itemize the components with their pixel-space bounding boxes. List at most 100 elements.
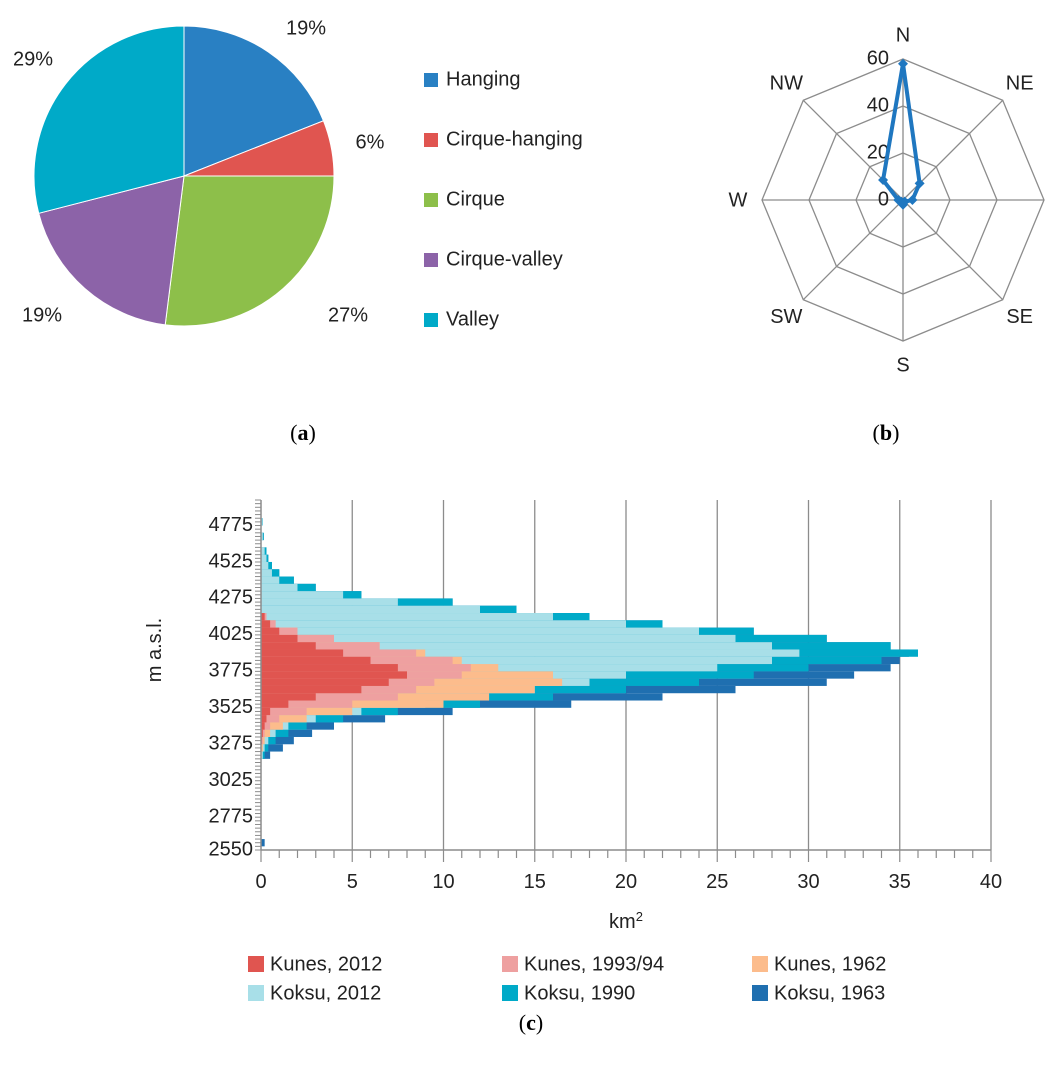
x-tick-label: 35: [889, 871, 911, 893]
legend-label: Cirque: [446, 188, 505, 210]
y-tick-label: 4275: [209, 587, 254, 609]
legend-label: Kunes, 1993/94: [524, 953, 664, 975]
radar-point: [893, 195, 904, 205]
bar-k2012: [261, 627, 280, 635]
x-tick-label: 25: [706, 871, 728, 893]
bar-x2012: [261, 547, 265, 555]
legend-label: Cirque-valley: [446, 248, 563, 270]
bar-k2012: [261, 693, 316, 701]
bar-x2012: [261, 561, 269, 570]
caption-b-letter: b: [880, 420, 892, 445]
legend-label: Koksu, 1990: [524, 982, 635, 1004]
bar-k2012: [261, 715, 267, 723]
x-axis-title: km2: [609, 909, 643, 934]
legend-swatch: [502, 956, 518, 972]
legend-swatch: [424, 253, 438, 267]
bar-k1993: [261, 722, 271, 730]
histogram-legend: Kunes, 2012 Kunes, 1993/94 Kunes, 1962 Koks…: [248, 953, 886, 1004]
y-tick-label: 3525: [209, 696, 254, 718]
legend-label: Kunes, 2012: [270, 953, 382, 975]
bar-k2012: [261, 700, 289, 708]
bar-x2012: [261, 620, 626, 628]
y-tick-label: 2775: [209, 805, 254, 827]
bar-k1993: [261, 642, 380, 650]
legend-swatch: [424, 133, 438, 147]
pie-label: 19%: [22, 304, 62, 326]
pie-slice-cirque: [164, 175, 335, 327]
bar-k2012: [261, 613, 265, 621]
x-tick-label: 20: [615, 871, 637, 893]
bar-k1962: [261, 744, 263, 752]
x-tick-label: 15: [524, 871, 546, 893]
radar-point: [898, 58, 908, 69]
bar-k1962: [261, 722, 283, 730]
legend-swatch: [424, 193, 438, 207]
radar-tick-label: 0: [878, 188, 889, 210]
bar-x2012: [261, 576, 280, 584]
bar-x2012: [261, 605, 480, 614]
radar-category-label: SE: [1006, 306, 1033, 328]
caption-a: (a): [290, 420, 316, 445]
radar-spoke: [902, 199, 1004, 301]
bar-k2012: [261, 649, 344, 657]
bar-x2012: [261, 649, 800, 657]
bar-k2012: [261, 671, 407, 679]
legend-swatch: [248, 956, 264, 972]
legend-swatch: [248, 985, 264, 1001]
radar-tick-label: 60: [867, 47, 889, 69]
legend-swatch: [424, 73, 438, 87]
radar-spoke: [802, 199, 904, 301]
legend-swatch: [752, 956, 768, 972]
pie-label: 29%: [13, 48, 53, 70]
pie-slice-cirque-valley: [38, 175, 185, 326]
bar-x2012: [261, 751, 263, 759]
legend-swatch: [424, 313, 438, 327]
radar-point: [878, 175, 889, 186]
y-tick-label: 3775: [209, 660, 254, 682]
radar-category-label: N: [896, 24, 910, 46]
pie-label: 6%: [356, 131, 385, 153]
legend-label: Cirque-hanging: [446, 128, 583, 150]
bar-k2012: [261, 620, 271, 628]
bar-x1963: [261, 744, 283, 752]
legend-label: Koksu, 1963: [774, 982, 885, 1004]
bar-k2012: [261, 722, 265, 730]
radar-tick-label: 20: [867, 141, 889, 163]
x-tick-label: 5: [347, 871, 358, 893]
bar-k1993: [261, 707, 307, 716]
x-tick-label: 0: [255, 871, 266, 893]
pie-slice-hanging: [183, 25, 325, 177]
y-tick-label: 4025: [209, 623, 254, 645]
bar-k2012: [261, 664, 398, 672]
bar-x1963: [261, 736, 294, 745]
legend-label: Valley: [446, 308, 499, 330]
bar-x2012: [261, 532, 263, 541]
pie-legend: Hanging Cirque-hanging Cirque Cirque-valley…: [424, 68, 583, 330]
bar-k1993: [261, 693, 398, 701]
bar-x2012: [261, 627, 699, 635]
bar-x2012: [261, 554, 267, 562]
bar-k1993: [261, 700, 353, 708]
x-tick-label: 10: [432, 871, 454, 893]
bar-x1963: [261, 751, 271, 759]
bar-x2012: [261, 656, 772, 665]
bar-k2012: [261, 656, 371, 665]
bar-x2012: [261, 598, 398, 606]
bar-k2012: [261, 707, 271, 716]
caption-c: (c): [519, 1010, 543, 1035]
bar-x2012: [261, 634, 736, 643]
bar-x2012: [261, 569, 272, 577]
legend-swatch: [502, 985, 518, 1001]
bar-x2012: [261, 642, 772, 650]
bar-k2012: [261, 642, 316, 650]
bar-k2012: [261, 729, 263, 737]
bar-x2012: [261, 583, 298, 592]
radar-category-label: NE: [1006, 73, 1034, 95]
bar-x1963: [261, 839, 265, 847]
pie-chart: 19% 6% 27% 19% 29%: [13, 17, 385, 327]
caption-b: (b): [873, 420, 900, 445]
caption-a-letter: a: [298, 420, 309, 445]
radar-point: [914, 178, 925, 189]
x-tick-label: 40: [980, 871, 1002, 893]
